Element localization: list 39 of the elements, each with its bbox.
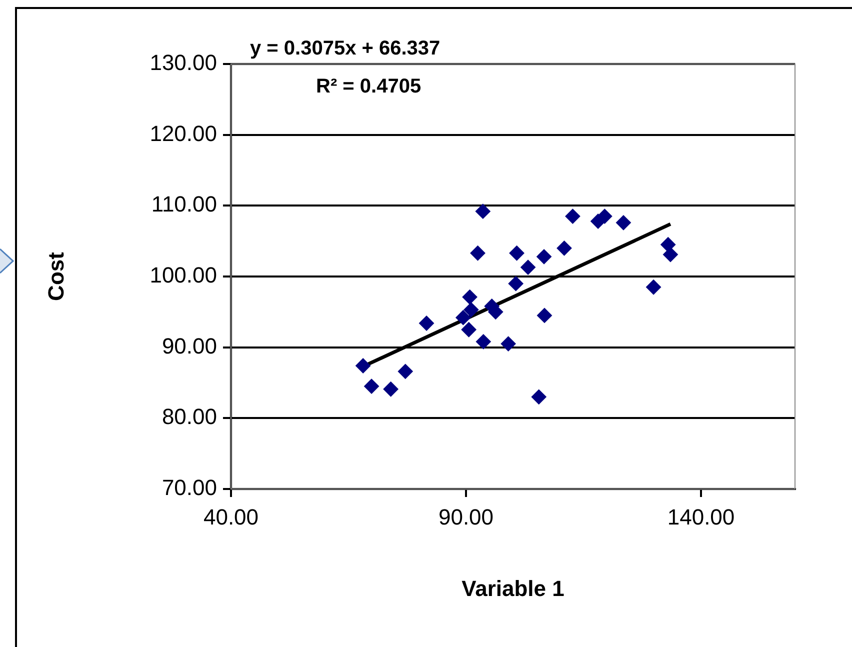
point	[364, 378, 380, 394]
point	[536, 249, 552, 264]
point	[597, 208, 612, 224]
point	[419, 316, 434, 331]
point	[662, 247, 678, 262]
y-axis-title: Cost	[43, 251, 68, 301]
x-axis-title: Variable 1	[462, 576, 564, 601]
point	[536, 308, 552, 323]
y-tick-label: 120.00	[150, 120, 217, 146]
y-tick-label: 80.00	[162, 404, 217, 430]
point	[461, 322, 476, 338]
point	[475, 204, 490, 219]
text: y = 0.3075x + 66.337	[250, 38, 440, 60]
y-tick-label: 110.00	[151, 192, 217, 217]
y-tick-label: 70.00	[162, 475, 217, 500]
point	[556, 240, 572, 256]
point	[356, 358, 371, 374]
point	[470, 246, 486, 261]
y-tick-label: 130.00	[150, 50, 217, 76]
point	[509, 246, 524, 261]
point	[462, 290, 478, 305]
x-tick-label: 140.00	[667, 504, 735, 530]
point	[531, 389, 546, 404]
point	[383, 382, 398, 397]
x-tick-label: 40.00	[203, 504, 259, 530]
point	[616, 215, 631, 230]
y-tick-label: 100.00	[150, 262, 217, 288]
point	[520, 260, 536, 275]
point	[398, 364, 413, 379]
point	[476, 334, 491, 350]
point	[464, 302, 479, 318]
point	[508, 276, 524, 292]
x-tick-label: 90.00	[438, 504, 494, 530]
annotation: R² = 0.4705	[316, 76, 422, 98]
point	[565, 208, 580, 224]
y-tick-label: 90.00	[162, 333, 217, 358]
point	[456, 310, 471, 326]
point	[500, 336, 516, 352]
point	[646, 280, 662, 295]
